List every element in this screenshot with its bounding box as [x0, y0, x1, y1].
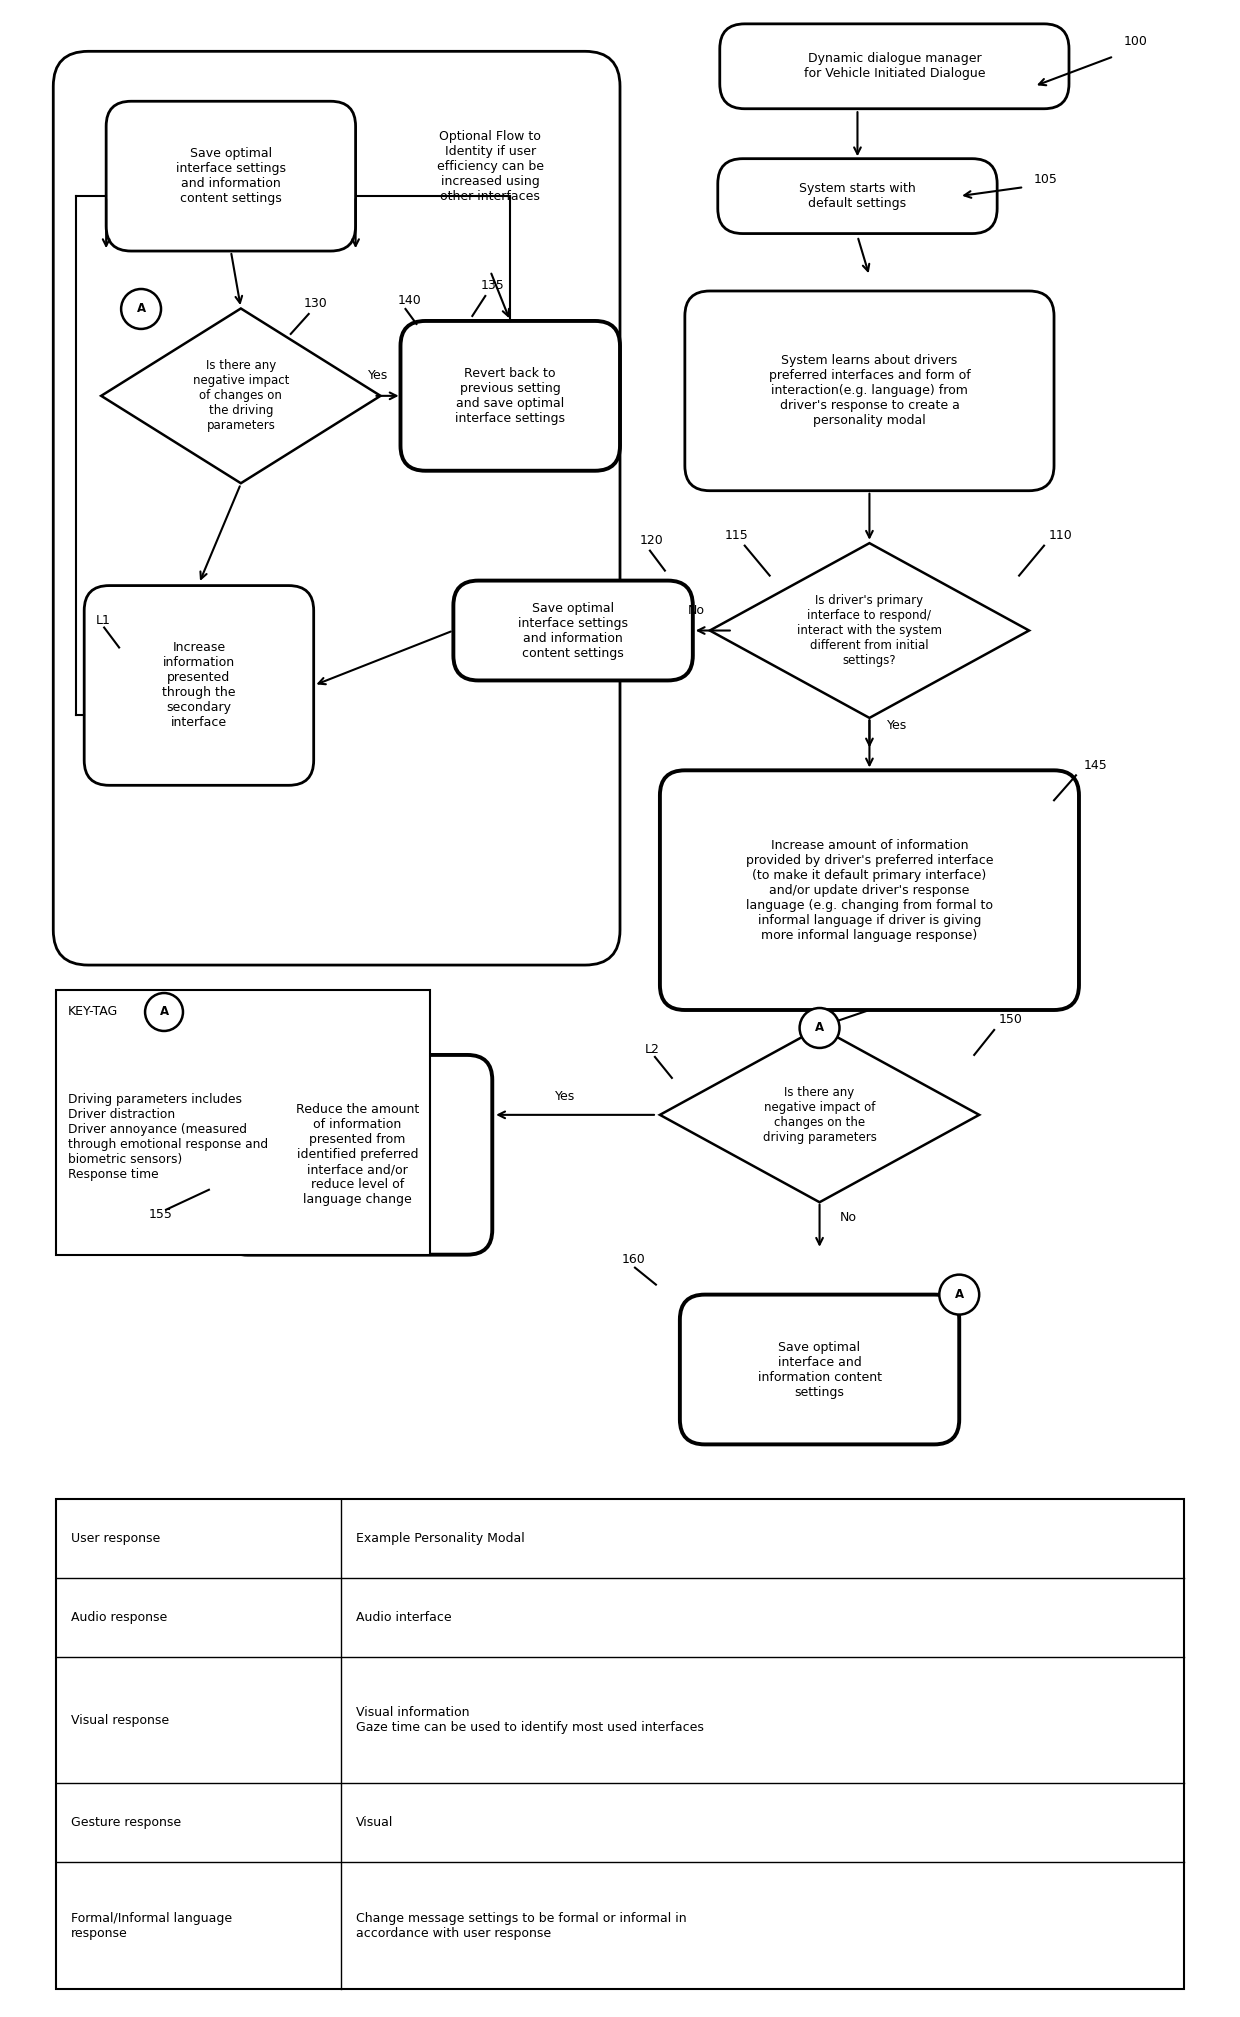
Text: Gesture response: Gesture response: [71, 1817, 181, 1829]
Text: No: No: [839, 1212, 857, 1224]
Text: Increase
information
presented
through the
secondary
interface: Increase information presented through t…: [162, 641, 236, 730]
Text: A: A: [160, 1006, 169, 1019]
Text: Save optimal
interface settings
and information
content settings: Save optimal interface settings and info…: [518, 601, 629, 660]
Text: A: A: [136, 303, 145, 315]
Circle shape: [800, 1008, 839, 1049]
Text: 100: 100: [1123, 34, 1148, 48]
Text: 155: 155: [149, 1208, 172, 1220]
Text: 115: 115: [724, 528, 749, 543]
FancyBboxPatch shape: [56, 1499, 1184, 1989]
Text: Visual: Visual: [356, 1817, 393, 1829]
Circle shape: [145, 992, 184, 1031]
Polygon shape: [709, 543, 1029, 718]
Text: Reduce the amount
of information
presented from
identified preferred
interface a: Reduce the amount of information present…: [296, 1103, 419, 1206]
FancyBboxPatch shape: [84, 585, 314, 785]
Text: Is driver's primary
interface to respond/
interact with the system
different fro: Is driver's primary interface to respond…: [797, 595, 942, 668]
FancyBboxPatch shape: [223, 1055, 492, 1255]
Polygon shape: [102, 309, 381, 484]
Text: Yes: Yes: [888, 718, 908, 732]
Polygon shape: [660, 1027, 980, 1202]
FancyBboxPatch shape: [718, 159, 997, 234]
Text: 110: 110: [1049, 528, 1073, 543]
Text: KEY-TAG: KEY-TAG: [68, 1006, 119, 1019]
Text: Dynamic dialogue manager
for Vehicle Initiated Dialogue: Dynamic dialogue manager for Vehicle Ini…: [804, 52, 985, 81]
Text: Visual response: Visual response: [71, 1714, 170, 1727]
Text: System starts with
default settings: System starts with default settings: [799, 182, 916, 210]
Text: Increase amount of information
provided by driver's preferred interface
(to make: Increase amount of information provided …: [745, 839, 993, 942]
Text: Driving parameters includes
Driver distraction
Driver annoyance (measured
throug: Driving parameters includes Driver distr…: [68, 1093, 268, 1182]
FancyBboxPatch shape: [680, 1295, 960, 1444]
FancyBboxPatch shape: [454, 581, 693, 680]
Text: 135: 135: [480, 280, 505, 292]
Circle shape: [939, 1275, 980, 1315]
FancyBboxPatch shape: [719, 24, 1069, 109]
Text: 120: 120: [640, 535, 663, 547]
Text: System learns about drivers
preferred interfaces and form of
interaction(e.g. la: System learns about drivers preferred in…: [769, 355, 971, 428]
Text: Is there any
negative impact of
changes on the
driving parameters: Is there any negative impact of changes …: [763, 1085, 877, 1144]
Text: L1: L1: [97, 613, 112, 627]
Circle shape: [122, 288, 161, 329]
FancyBboxPatch shape: [56, 990, 430, 1255]
Text: 150: 150: [999, 1013, 1023, 1027]
Text: Optional Flow to
Identity if user
efficiency can be
increased using
other interf: Optional Flow to Identity if user effici…: [436, 129, 544, 202]
FancyBboxPatch shape: [660, 770, 1079, 1011]
Text: A: A: [815, 1021, 825, 1035]
Text: Audio response: Audio response: [71, 1612, 167, 1624]
Text: No: No: [688, 603, 704, 617]
Text: A: A: [955, 1289, 963, 1301]
Text: Visual information
Gaze time can be used to identify most used interfaces: Visual information Gaze time can be used…: [356, 1706, 703, 1735]
FancyBboxPatch shape: [401, 321, 620, 470]
Text: Example Personality Modal: Example Personality Modal: [356, 1533, 525, 1545]
Text: Revert back to
previous setting
and save optimal
interface settings: Revert back to previous setting and save…: [455, 367, 565, 426]
FancyBboxPatch shape: [107, 101, 356, 250]
Text: Is there any
negative impact
of changes on
the driving
parameters: Is there any negative impact of changes …: [192, 359, 289, 432]
Text: Audio interface: Audio interface: [356, 1612, 451, 1624]
Text: Change message settings to be formal or informal in
accordance with user respons: Change message settings to be formal or …: [356, 1912, 686, 1940]
Text: Save optimal
interface and
information content
settings: Save optimal interface and information c…: [758, 1341, 882, 1398]
Text: Save optimal
interface settings
and information
content settings: Save optimal interface settings and info…: [176, 147, 286, 206]
Text: Yes: Yes: [367, 369, 388, 383]
Text: User response: User response: [71, 1533, 160, 1545]
Text: 105: 105: [1034, 173, 1058, 186]
FancyBboxPatch shape: [684, 290, 1054, 490]
Text: 130: 130: [304, 296, 327, 311]
Text: 160: 160: [622, 1253, 646, 1267]
FancyBboxPatch shape: [53, 50, 620, 964]
Text: Formal/Informal language
response: Formal/Informal language response: [71, 1912, 232, 1940]
Text: 140: 140: [398, 294, 422, 307]
Text: L2: L2: [645, 1043, 660, 1057]
Text: Yes: Yes: [556, 1091, 575, 1103]
Text: 145: 145: [1084, 758, 1107, 773]
